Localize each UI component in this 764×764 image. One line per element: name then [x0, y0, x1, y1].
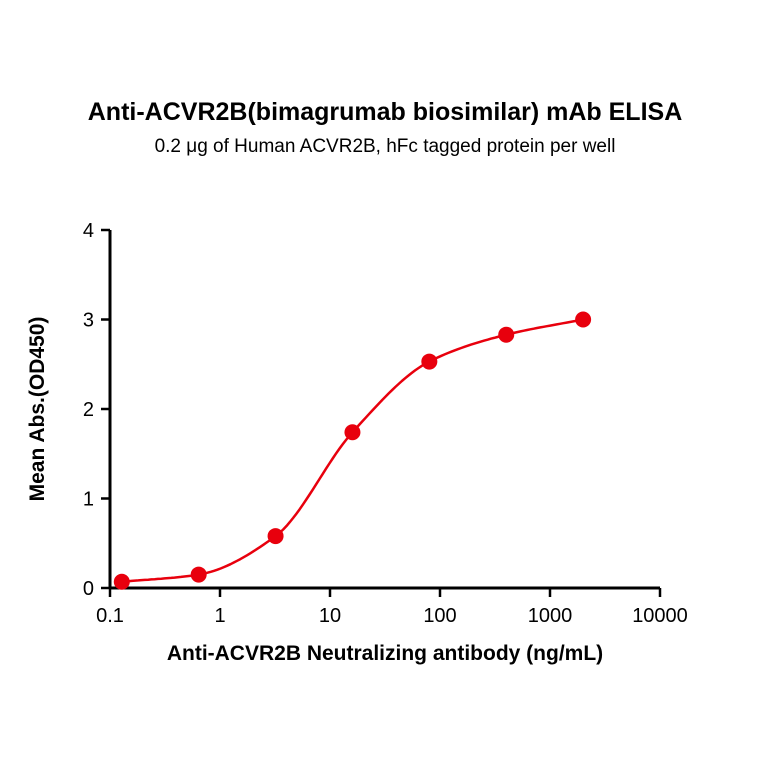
- chart-title: Anti-ACVR2B(bimagrumab biosimilar) mAb E…: [88, 98, 683, 126]
- data-point: [575, 311, 592, 328]
- fit-curve: [121, 318, 584, 583]
- y-tick-label: 4: [83, 220, 94, 242]
- x-tick-label: 100: [423, 605, 456, 627]
- x-tick-label: 1000: [528, 605, 573, 627]
- y-tick-label: 3: [83, 310, 94, 332]
- y-tick-label: 0: [83, 578, 94, 600]
- data-point: [421, 353, 438, 370]
- y-tick-label: 2: [83, 399, 94, 421]
- data-point: [113, 573, 130, 590]
- y-tick-label: 1: [83, 489, 94, 511]
- plot-area: 0 1 2 3 4 0.1 1 10 100 1000 10000: [83, 220, 688, 627]
- data-point: [267, 528, 284, 545]
- x-tick-label: 0.1: [96, 605, 124, 627]
- data-point: [344, 424, 361, 441]
- x-axis-title: Anti-ACVR2B Neutralizing antibody (ng/mL…: [167, 642, 603, 665]
- data-point: [498, 326, 515, 343]
- chart-subtitle: 0.2 μg of Human ACVR2B, hFc tagged prote…: [155, 136, 616, 157]
- x-tick-label: 1: [214, 605, 225, 627]
- y-axis-title: Mean Abs.(OD450): [26, 317, 49, 502]
- x-tick-label: 10: [319, 605, 341, 627]
- data-point: [190, 566, 207, 583]
- x-tick-label: 10000: [632, 605, 688, 627]
